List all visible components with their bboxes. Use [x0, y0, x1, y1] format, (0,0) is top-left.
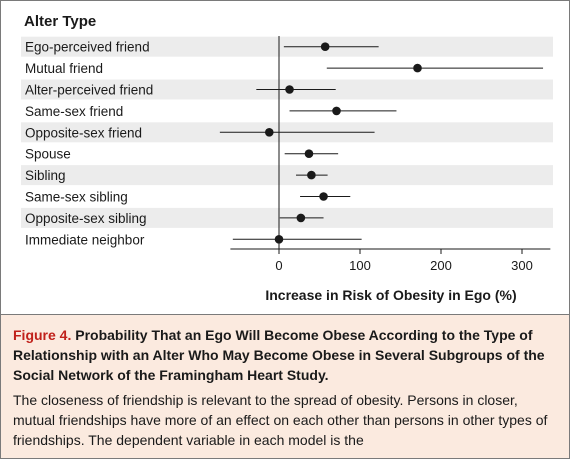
row-label: Alter-perceived friend	[25, 83, 153, 98]
chart-panel: Alter Type Ego-perceived friend Mutual fr…	[1, 1, 569, 314]
estimate-point	[307, 170, 316, 180]
row-label: Sibling	[25, 168, 66, 183]
row-label: Same-sex sibling	[25, 190, 128, 205]
row-label: Immediate neighbor	[25, 232, 145, 247]
estimate-point	[304, 149, 314, 158]
estimate-point	[320, 42, 330, 51]
row-label: Ego-perceived friend	[25, 40, 150, 55]
caption-title-text: Probability That an Ego Will Become Obes…	[13, 327, 545, 383]
x-axis: 0 100 200 300	[230, 36, 551, 273]
caption-title: Figure 4. Probability That an Ego Will B…	[13, 325, 557, 385]
forest-plot: Alter Type Ego-perceived friend Mutual fr…	[21, 13, 553, 303]
estimate-point	[296, 213, 306, 223]
row-stripes	[21, 36, 553, 228]
row-labels: Ego-perceived friend Mutual friend Alter-p…	[25, 40, 153, 248]
row-label: Opposite-sex friend	[25, 125, 142, 140]
x-tick-label: 0	[275, 258, 282, 273]
figure-number: Figure 4.	[13, 327, 72, 343]
x-axis-label: Increase in Risk of Obesity in Ego (%)	[265, 287, 516, 303]
figure-caption: Figure 4. Probability That an Ego Will B…	[1, 314, 569, 458]
row-label: Mutual friend	[25, 61, 103, 76]
estimate-point	[285, 85, 294, 94]
category-header: Alter Type	[24, 13, 96, 30]
estimate-point	[332, 106, 341, 116]
estimate-point	[274, 235, 284, 244]
estimate-point	[413, 63, 422, 73]
x-tick-label: 100	[349, 258, 371, 273]
caption-body: The closeness of friendship is relevant …	[13, 392, 548, 448]
estimate-point	[319, 192, 328, 201]
row-stripe	[21, 165, 553, 186]
estimate-marks	[219, 42, 544, 244]
x-tick-label: 300	[511, 258, 533, 273]
x-tick-label: 200	[430, 258, 452, 273]
row-label: Spouse	[25, 147, 71, 162]
row-label: Same-sex friend	[25, 104, 123, 119]
estimate-point	[264, 128, 274, 137]
row-label: Opposite-sex sibling	[25, 211, 147, 226]
